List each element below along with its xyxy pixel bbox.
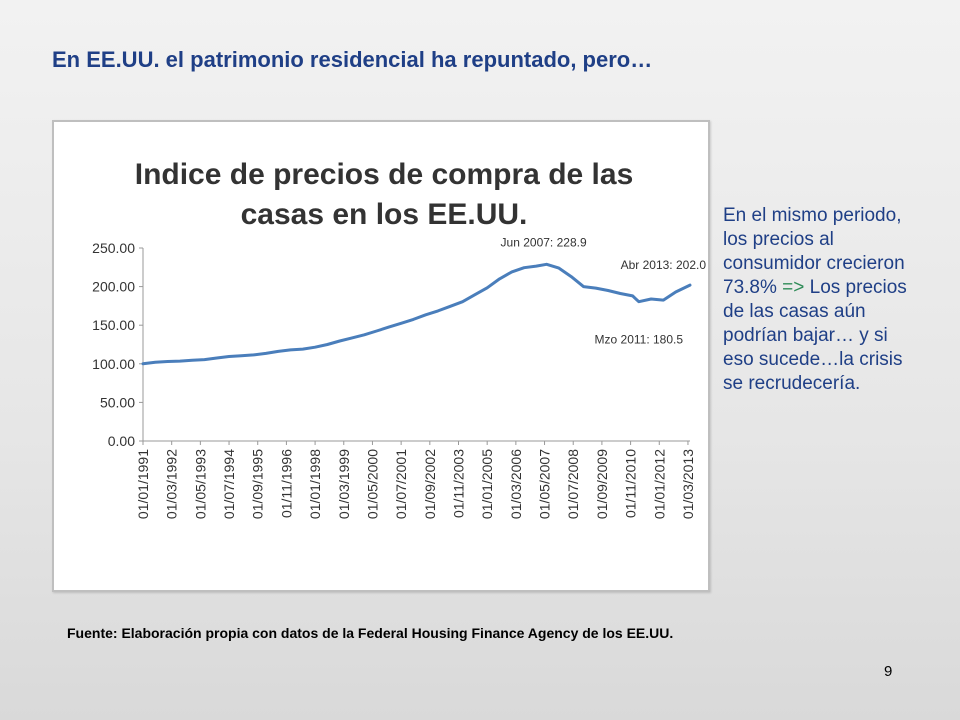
- data-point: [637, 300, 640, 303]
- x-tick-label: 01/05/2007: [537, 449, 553, 519]
- data-point: [535, 265, 538, 267]
- data-point: [363, 334, 366, 336]
- chart-axes: [142, 248, 690, 442]
- data-point: [607, 289, 609, 292]
- x-tick-label: 01/07/1994: [221, 449, 237, 519]
- data-point: [277, 350, 280, 353]
- data-point: [142, 363, 144, 365]
- x-tick-label: 01/03/2006: [508, 449, 524, 519]
- series-line-0: [141, 262, 692, 366]
- side-note-main: En el mismo periodo, los precios al cons…: [723, 205, 905, 298]
- data-point: [449, 305, 452, 308]
- data-point: [179, 360, 181, 362]
- data-point: [289, 349, 292, 351]
- data-point: [203, 358, 206, 361]
- y-tick-label: 200.00: [92, 279, 135, 295]
- data-point: [619, 292, 622, 295]
- x-tick-label: 01/09/2009: [594, 449, 610, 519]
- x-tick-label: 01/01/2005: [479, 449, 495, 519]
- data-point: [314, 346, 316, 349]
- data-point: [240, 354, 243, 357]
- data-point: [215, 357, 218, 359]
- annotation-group: Jun 2007: 228.9 Abr 2013: 202.0 Mzo 2011: …: [501, 235, 707, 346]
- data-point: [326, 343, 329, 346]
- data-point: [558, 267, 560, 269]
- data-point: [474, 293, 476, 296]
- data-point: [689, 284, 691, 286]
- x-tick-label: 01/07/2001: [393, 449, 409, 519]
- data-point: [166, 360, 169, 363]
- y-tick-label: 150.00: [92, 317, 135, 333]
- data-point: [375, 330, 378, 332]
- data-point: [228, 355, 230, 358]
- data-point: [265, 352, 267, 355]
- x-tick-label: 01/11/2010: [623, 449, 639, 518]
- side-note-arrow: =>: [782, 277, 805, 298]
- data-point: [582, 285, 585, 288]
- data-point: [400, 322, 402, 325]
- x-tick-label: 01/03/2013: [680, 449, 696, 519]
- chart-title-line-2: casas en los EE.UU.: [241, 198, 528, 231]
- data-point: [510, 271, 513, 273]
- data-point: [351, 337, 353, 339]
- data-point: [674, 291, 677, 293]
- source-note: Fuente: Elaboración propia con datos de …: [67, 625, 674, 641]
- x-tick-label: 01/09/2002: [422, 449, 438, 519]
- slide-title: En EE.UU. el patrimonio residencial ha r…: [52, 47, 653, 72]
- series-group: [141, 262, 692, 366]
- data-point: [412, 318, 415, 321]
- data-point: [486, 286, 488, 289]
- data-point: [338, 340, 341, 342]
- data-point: [594, 287, 597, 289]
- x-tick-label: 01/01/1991: [135, 449, 151, 519]
- chart-title-line-1: Indice de precios de compra de las: [135, 158, 634, 191]
- page-number: 9: [884, 663, 893, 680]
- data-point: [437, 310, 439, 312]
- x-tick-label: 01/09/1995: [250, 449, 266, 519]
- x-tick-label: 01/01/2012: [651, 449, 667, 519]
- price-index-chart: Indice de precios de compra de las casas…: [92, 158, 707, 519]
- x-tick-label: 01/11/1996: [278, 449, 294, 518]
- data-point: [498, 278, 501, 280]
- y-tick-label: 250.00: [92, 240, 135, 256]
- x-tick-label: 01/03/1992: [164, 449, 180, 519]
- data-point: [191, 359, 193, 362]
- x-tick-label: 01/11/2003: [450, 449, 466, 518]
- x-tick-label: 01/07/2008: [565, 449, 581, 519]
- annotation-label: Abr 2013: 202.0: [621, 258, 707, 272]
- annotation-label: Mzo 2011: 180.5: [595, 333, 684, 347]
- annotation-label: Jun 2007: 228.9: [501, 235, 587, 249]
- data-point: [252, 354, 255, 356]
- side-note: En el mismo periodo, los precios al cons…: [723, 204, 923, 396]
- x-axis-ticks: 01/01/1991 01/03/1992 01/05/1993 01/07/1994…: [135, 441, 696, 519]
- x-tick-label: 01/01/1998: [307, 449, 323, 519]
- side-note-rest: Los precios de las casas aún podrían baj…: [723, 277, 907, 394]
- x-tick-label: 01/05/1993: [192, 449, 208, 519]
- data-point: [662, 299, 665, 301]
- data-point: [154, 361, 157, 364]
- y-axis-ticks: 0.00 50.00 100.00 150.00 200.00 250.00: [92, 240, 143, 449]
- y-tick-label: 50.00: [100, 394, 135, 410]
- data-point: [545, 263, 548, 266]
- data-point: [631, 295, 634, 297]
- data-point: [388, 326, 390, 328]
- data-point: [570, 275, 572, 278]
- data-point: [461, 300, 464, 303]
- chart-frame: Indice de precios de compra de las casas…: [52, 120, 710, 592]
- x-tick-label: 01/03/1999: [336, 449, 352, 519]
- data-point: [424, 313, 427, 316]
- data-point: [650, 298, 652, 300]
- x-tick-label: 01/05/2000: [364, 449, 380, 519]
- y-tick-label: 0.00: [108, 433, 135, 449]
- data-point: [523, 266, 525, 269]
- data-point: [301, 348, 304, 350]
- y-tick-label: 100.00: [92, 356, 135, 372]
